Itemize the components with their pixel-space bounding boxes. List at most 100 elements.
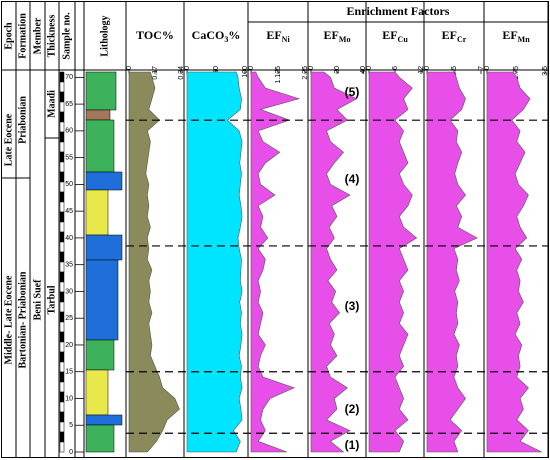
litho-bed <box>85 259 119 341</box>
x-tick-label: 0 <box>184 66 191 70</box>
litho-bed <box>85 369 109 416</box>
litho-bed <box>85 119 115 173</box>
thickness-segment <box>59 161 65 173</box>
profile-area <box>368 71 418 453</box>
epoch-label: Bartonian- Priabonian <box>17 271 28 368</box>
litho-bed <box>85 109 111 121</box>
panel-title-sub: Cr <box>457 35 467 44</box>
column-header: Member <box>32 17 43 54</box>
thickness-segment <box>59 391 65 403</box>
x-tick-label: 0 <box>424 66 431 70</box>
column-header: Thickness <box>46 14 57 57</box>
column-header: Formation <box>17 13 28 59</box>
panel-title-main: EF <box>266 28 281 42</box>
column-header: Sample no. <box>61 12 72 60</box>
litho-bed <box>85 171 123 191</box>
thickness-segment <box>59 321 65 333</box>
thickness-segment <box>59 231 65 243</box>
thickness-segment <box>59 81 65 93</box>
panel-title-sub: Mo <box>339 35 351 44</box>
formation-label: Beni Suef <box>32 279 43 321</box>
thickness-segment <box>59 251 65 263</box>
thickness-segment <box>59 281 65 293</box>
thickness-segment <box>59 261 65 273</box>
panel-title: EFCu <box>382 28 408 45</box>
thickness-segment <box>59 341 65 353</box>
y-tick-label: 45 <box>65 208 73 215</box>
y-tick-label: 15 <box>65 369 73 376</box>
thickness-segment <box>59 291 65 303</box>
column-header: Lithology <box>99 15 110 56</box>
thickness-segment <box>59 211 65 223</box>
thickness-segment <box>59 431 65 443</box>
y-tick-label: 0 <box>69 449 73 456</box>
panel-title-sub: Ni <box>282 35 291 44</box>
x-tick-label: 12 <box>418 66 425 74</box>
x-tick-label: 0 <box>308 66 315 70</box>
thickness-segment <box>59 151 65 163</box>
panel-title-sub: 3 <box>224 35 228 44</box>
litho-bed <box>85 424 115 453</box>
thickness-segment <box>59 411 65 423</box>
profile-area <box>426 71 478 453</box>
x-tick-label: 0 <box>126 66 133 70</box>
y-tick-label: 70 <box>65 74 73 81</box>
x-tick-label: 0 <box>248 66 255 70</box>
panel-title-main: EF <box>382 28 397 42</box>
thickness-segment <box>59 101 65 113</box>
y-tick-label: 10 <box>65 395 73 402</box>
thickness-segment <box>59 181 65 193</box>
thickness-segment <box>59 121 65 133</box>
interval-label: (1) <box>345 438 360 452</box>
x-tick-label: 6 <box>392 66 399 70</box>
x-tick-label: 50 <box>213 66 220 74</box>
profile-area <box>250 71 301 453</box>
panel-title-main: EF <box>324 28 339 42</box>
x-tick-label: 20 <box>334 66 341 74</box>
panel-title-sub: Cu <box>398 35 409 44</box>
x-tick-label: 1.125 <box>275 66 282 84</box>
y-tick-label: 35 <box>65 262 73 269</box>
group-title: Enrichment Factors <box>347 4 450 18</box>
interval-label: (2) <box>345 402 360 416</box>
interval-label: (3) <box>345 299 360 313</box>
interval-label: (5) <box>345 85 360 99</box>
panel-title: TOC% <box>136 28 174 42</box>
thickness-segment <box>59 141 65 153</box>
profile-area <box>486 71 542 453</box>
y-tick-label: 20 <box>65 342 73 349</box>
panel-title: EFMo <box>324 28 351 45</box>
thickness-segment <box>59 131 65 143</box>
y-tick-label: 30 <box>65 288 73 295</box>
panel-title-main: TOC% <box>136 28 174 42</box>
thickness-segment <box>59 371 65 383</box>
panel-title-main: EF <box>502 28 517 42</box>
litho-bed <box>85 339 115 371</box>
thickness-segment <box>59 311 65 323</box>
thickness-segment <box>59 351 65 363</box>
panel-title-sub: Mn <box>518 35 531 44</box>
thickness-segment <box>59 111 65 123</box>
x-tick-label: 7 <box>478 66 485 70</box>
litho-bed <box>85 71 117 111</box>
panel-title: EFNi <box>266 28 290 45</box>
column-header: Epoch <box>3 22 14 50</box>
y-tick-label: 50 <box>65 181 73 188</box>
thickness-segment <box>59 201 65 213</box>
y-tick-label: 25 <box>65 315 73 322</box>
thickness-segment <box>59 421 65 433</box>
epoch-label: Middle- Late Eocene <box>3 275 14 364</box>
profile-area <box>128 71 180 453</box>
epoch-label: Late Eocene <box>3 113 14 166</box>
litho-bed <box>85 189 109 236</box>
epoch-label: Priabonian <box>17 96 28 144</box>
thickness-segment <box>59 301 65 313</box>
y-tick-label: 60 <box>65 128 73 135</box>
thickness-segment <box>59 191 65 203</box>
y-tick-label: 55 <box>65 154 73 161</box>
thickness-segment <box>59 241 65 253</box>
x-tick-label: 0 <box>366 66 373 70</box>
thickness-segment <box>59 361 65 373</box>
lithology <box>85 71 123 453</box>
thickness-segment <box>59 271 65 283</box>
